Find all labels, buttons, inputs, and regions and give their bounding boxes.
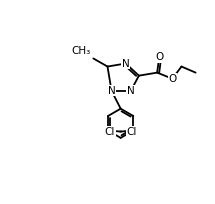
Text: Cl: Cl <box>105 126 115 137</box>
Text: N: N <box>127 86 135 96</box>
Text: O: O <box>168 74 177 84</box>
Text: O: O <box>155 52 163 62</box>
Text: N: N <box>108 86 115 96</box>
Text: N: N <box>122 59 130 69</box>
Text: Cl: Cl <box>126 126 137 137</box>
Text: CH₃: CH₃ <box>72 46 91 56</box>
